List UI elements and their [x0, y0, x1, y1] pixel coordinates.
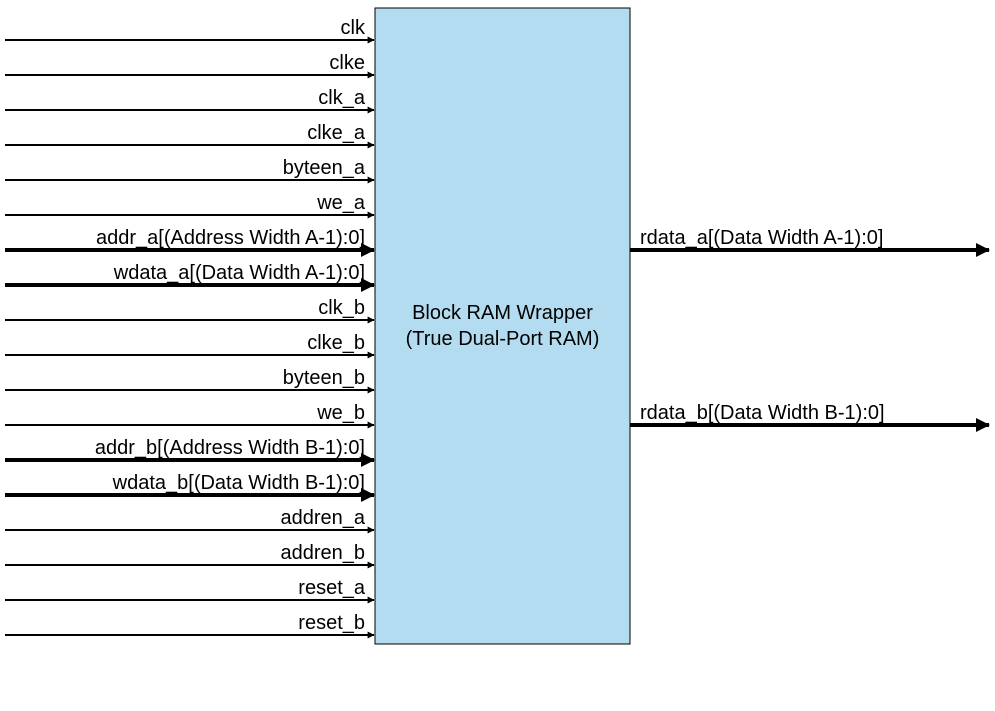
block-title-line1: Block RAM Wrapper — [412, 302, 593, 324]
input-signal-label: clk_b — [318, 297, 365, 319]
block-ram-wrapper-box — [375, 8, 630, 644]
input-signal-label: addr_b[(Address Width B-1):0] — [95, 437, 365, 459]
input-signal-label: reset_b — [298, 612, 365, 634]
input-signal-label: byteen_b — [283, 367, 365, 389]
input-signal-label: reset_a — [298, 577, 366, 599]
input-signal-label: we_b — [316, 402, 365, 424]
input-signal-label: we_a — [316, 192, 366, 214]
input-signal-label: addren_a — [280, 507, 365, 529]
block-title-line2: (True Dual-Port RAM) — [406, 328, 600, 350]
input-signal-label: clke_b — [307, 332, 365, 354]
input-signal-label: clke_a — [307, 122, 366, 144]
input-signal-label: wdata_a[(Data Width A-1):0] — [113, 262, 365, 284]
block-ram-diagram: Block RAM Wrapper (True Dual-Port RAM) clk… — [0, 0, 995, 711]
output-signal-label: rdata_b[(Data Width B-1):0] — [640, 402, 885, 424]
input-signal-label: clk_a — [318, 87, 366, 109]
input-signal-label: clke — [329, 52, 365, 74]
output-signal-label: rdata_a[(Data Width A-1):0] — [640, 227, 883, 249]
input-signal-label: wdata_b[(Data Width B-1):0] — [112, 472, 365, 494]
input-signal-label: addr_a[(Address Width A-1):0] — [96, 227, 365, 249]
input-signal-label: byteen_a — [283, 157, 366, 179]
input-signal-label: clk — [341, 17, 366, 39]
input-signal-label: addren_b — [280, 542, 365, 564]
